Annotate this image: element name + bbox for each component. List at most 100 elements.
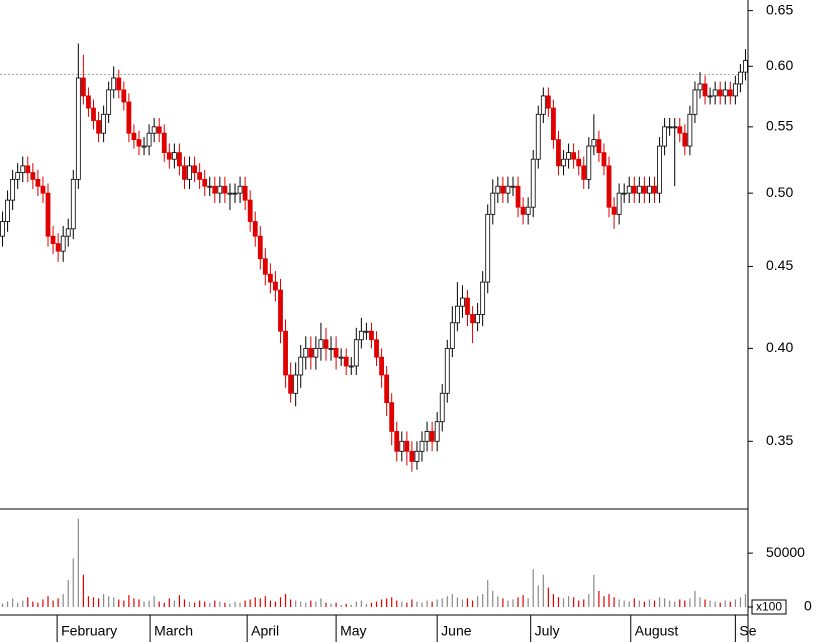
candle-body <box>641 185 647 194</box>
candle-body <box>692 89 698 115</box>
candle-body <box>591 139 597 147</box>
candle-body <box>434 421 440 442</box>
candle-body <box>202 178 208 187</box>
y-tick-label: 0.40 <box>766 339 793 355</box>
candle-body <box>177 152 182 167</box>
candle-body <box>399 440 405 452</box>
candle-body <box>75 77 81 180</box>
candle-body <box>5 199 10 222</box>
candle-body <box>530 158 536 208</box>
candle-body <box>480 281 486 315</box>
y-tick-label: 0.50 <box>766 184 793 200</box>
candle-body <box>576 158 582 167</box>
candle-body <box>80 77 86 97</box>
candle-body <box>712 89 718 97</box>
candle-body <box>389 402 395 432</box>
candle-body <box>525 206 531 215</box>
candle-body <box>35 178 41 187</box>
candle-body <box>414 450 420 462</box>
candle-body <box>348 365 354 368</box>
candle-body <box>500 185 506 194</box>
candle-body <box>490 192 496 215</box>
candle-body <box>197 172 203 180</box>
candle-body <box>0 221 5 237</box>
candle-body <box>652 185 657 194</box>
candle-body <box>338 356 344 359</box>
candle-body <box>222 185 228 194</box>
candle-body <box>657 145 662 194</box>
candle-body <box>313 347 319 358</box>
candle-body <box>556 139 561 167</box>
candle-body <box>631 185 637 194</box>
candle-body <box>323 339 329 349</box>
candle-body <box>470 314 475 324</box>
candle-body <box>495 185 501 194</box>
x-tick-label: June <box>441 623 472 639</box>
candle-body <box>672 126 678 129</box>
candle-body <box>404 440 410 452</box>
candle-body <box>540 95 546 115</box>
candle-body <box>621 192 627 195</box>
candle-body <box>247 199 253 222</box>
candle-body <box>283 330 288 376</box>
candle-body <box>475 314 481 324</box>
candle-body <box>40 185 46 194</box>
candle-body <box>10 178 16 201</box>
candle-body <box>187 165 192 180</box>
candle-body <box>571 152 577 160</box>
candle-body <box>551 107 556 141</box>
candle-body <box>439 392 445 423</box>
candle-body <box>298 356 304 376</box>
candle-body <box>743 60 748 73</box>
candle-body <box>364 330 369 333</box>
x-tick-label: August <box>635 623 679 639</box>
candle-body <box>424 431 430 442</box>
candle-body <box>374 339 379 358</box>
candle-body <box>70 178 76 230</box>
candle-body <box>697 83 703 91</box>
candle-body <box>65 228 71 237</box>
candle-body <box>667 126 673 129</box>
candle-body <box>682 132 688 147</box>
candle-body <box>232 192 238 195</box>
candle-body <box>581 165 587 180</box>
candle-body <box>707 95 713 98</box>
y-tick-label: 0.65 <box>766 1 793 17</box>
candle-body <box>353 339 359 367</box>
candle-body <box>136 139 142 147</box>
candle-body <box>45 192 51 237</box>
x-tick-label: February <box>61 623 117 639</box>
candle-body <box>510 185 516 188</box>
candle-body <box>449 322 455 349</box>
candle-body <box>121 89 127 103</box>
candle-body <box>60 235 66 252</box>
candle-body <box>616 192 622 215</box>
candle-body <box>606 165 612 208</box>
candle-body <box>161 132 167 154</box>
candle-body <box>106 89 112 115</box>
candle-body <box>515 185 521 208</box>
candle-body <box>242 185 248 201</box>
candle-body <box>293 374 299 394</box>
candle-body <box>273 281 278 291</box>
candle-body <box>520 206 526 215</box>
volume-unit: x100 <box>756 600 782 614</box>
candle-body <box>151 126 157 134</box>
candle-body <box>116 77 122 91</box>
candle-body <box>419 440 425 452</box>
candle-body <box>30 172 36 180</box>
x-tick-label: Se <box>739 623 756 639</box>
candle-body <box>485 213 491 283</box>
candle-body <box>460 297 465 307</box>
y-tick-label: 0.35 <box>766 432 793 448</box>
candle-body <box>20 165 26 173</box>
candle-body <box>687 113 693 147</box>
candle-body <box>626 185 632 194</box>
volume-tick-label: 0 <box>804 598 812 614</box>
candle-body <box>429 431 435 442</box>
candle-body <box>601 152 607 167</box>
candle-body <box>444 347 450 394</box>
candle-body <box>505 185 511 194</box>
candle-body <box>55 243 61 252</box>
candle-body <box>227 192 233 195</box>
